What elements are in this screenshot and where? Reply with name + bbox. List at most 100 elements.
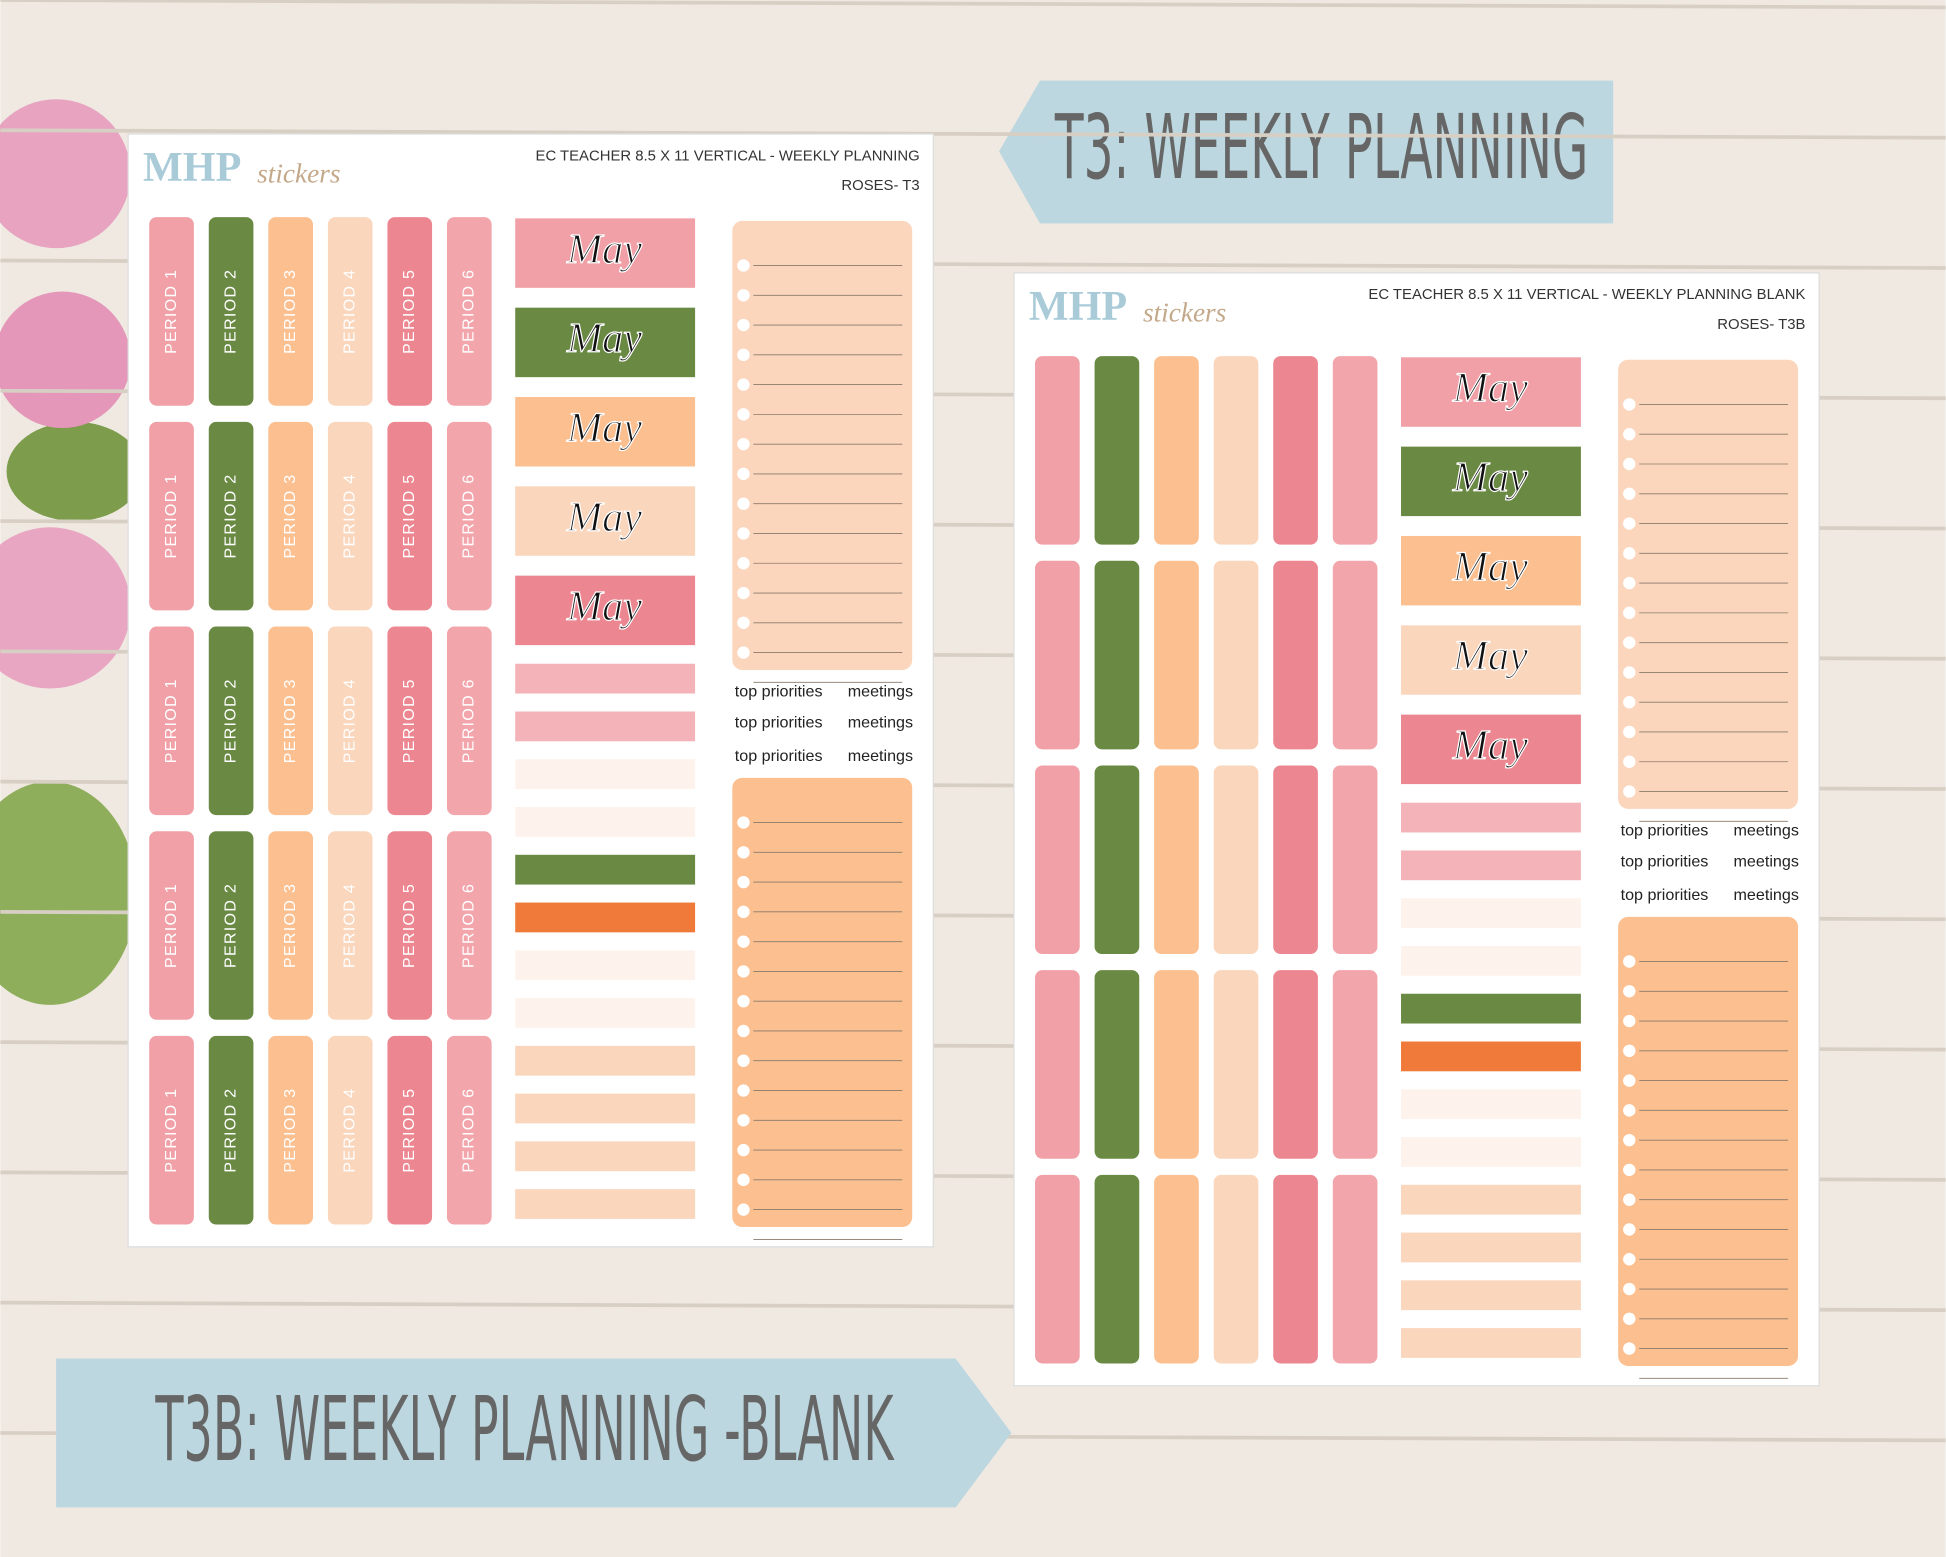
period-sticker <box>1035 356 1080 545</box>
period-sticker <box>446 421 492 611</box>
period-label: PERIOD 3 <box>281 678 299 763</box>
period-sticker <box>149 421 194 611</box>
washi-strip <box>515 950 696 981</box>
period-label: PERIOD 1 <box>162 883 180 968</box>
bullet <box>1623 1342 1636 1355</box>
period-label: PERIOD 4 <box>340 269 358 354</box>
period-sticker <box>1213 765 1259 955</box>
bullet <box>1623 1223 1636 1236</box>
month-sticker <box>1401 625 1581 695</box>
bullet <box>1623 457 1636 471</box>
priorities-label: top priorities <box>735 714 823 732</box>
period-label: PERIOD 5 <box>400 678 418 763</box>
period-sticker <box>208 217 254 406</box>
period-sticker <box>327 1035 373 1225</box>
period-sticker <box>1332 1174 1378 1364</box>
period-label: PERIOD 4 <box>340 883 358 968</box>
period-sticker <box>268 217 313 406</box>
notes-box <box>732 220 913 670</box>
washi-strip <box>1401 993 1581 1024</box>
period-sticker <box>208 421 254 611</box>
period-sticker <box>1273 765 1318 955</box>
period-label: PERIOD 2 <box>221 678 239 763</box>
bullet <box>1623 1014 1636 1028</box>
priorities-label: top priorities <box>1621 853 1709 871</box>
bullet <box>1623 1104 1636 1117</box>
washi-strip <box>1401 1232 1581 1263</box>
period-sticker <box>1094 1174 1140 1364</box>
period-label: PERIOD 6 <box>460 269 478 354</box>
washi-strip <box>1401 1089 1581 1120</box>
bullet <box>1623 1253 1636 1266</box>
period-sticker <box>268 421 313 611</box>
bullet <box>1623 815 1636 828</box>
bullet <box>1623 398 1636 411</box>
bullet <box>1623 1044 1636 1058</box>
washi-strip <box>1401 1280 1581 1311</box>
period-label: PERIOD 2 <box>221 883 239 968</box>
period-sticker <box>446 831 492 1020</box>
period-sticker <box>446 217 492 406</box>
washi-strip <box>515 807 696 837</box>
period-label: PERIOD 2 <box>221 474 239 559</box>
bullet <box>737 1054 750 1067</box>
period-label: PERIOD 6 <box>460 1088 478 1173</box>
bullet <box>737 1203 750 1216</box>
meetings-label: meetings <box>848 714 913 732</box>
period-label: PERIOD 3 <box>281 269 299 354</box>
period-label: PERIOD 4 <box>340 1088 358 1173</box>
bullet <box>737 846 750 859</box>
period-sticker <box>446 1035 492 1225</box>
bullet <box>737 527 750 540</box>
period-sticker <box>149 831 194 1020</box>
washi-strip <box>515 1093 696 1124</box>
bullet <box>737 289 750 302</box>
period-label: PERIOD 6 <box>460 883 478 968</box>
period-sticker <box>1273 970 1318 1159</box>
washi-strip <box>515 1141 696 1172</box>
bullet <box>1623 725 1636 739</box>
washi-strip <box>515 759 696 790</box>
period-sticker <box>208 1035 254 1225</box>
month-label: May <box>1452 543 1528 590</box>
washi-strip <box>1401 1328 1581 1358</box>
banner <box>999 80 1614 224</box>
month-sticker <box>515 307 696 378</box>
period-label: PERIOD 5 <box>400 269 418 354</box>
bullet <box>737 437 750 451</box>
month-sticker <box>1401 714 1581 785</box>
meetings-label: meetings <box>1734 886 1799 904</box>
bullet <box>737 497 750 510</box>
washi-strip <box>1401 898 1581 928</box>
notes-box <box>1618 359 1799 809</box>
period-sticker <box>387 421 433 611</box>
period-label: PERIOD 2 <box>221 1088 239 1173</box>
bullet <box>737 586 750 600</box>
washi-strip <box>1401 850 1581 881</box>
sheet-title: EC TEACHER 8.5 X 11 VERTICAL - WEEKLY PL… <box>536 148 920 164</box>
bullet <box>737 557 750 570</box>
logo-suffix: stickers <box>1143 297 1226 327</box>
bullet <box>1623 1163 1636 1177</box>
bullet <box>1623 785 1636 798</box>
month-sticker <box>1401 357 1581 427</box>
bullet <box>1623 428 1636 441</box>
period-label: PERIOD 1 <box>162 678 180 763</box>
period-sticker <box>446 626 492 816</box>
period-sticker <box>387 217 433 406</box>
sheet-code: ROSES- T3B <box>1717 317 1805 333</box>
bullet <box>1623 576 1636 590</box>
period-sticker <box>387 831 433 1020</box>
washi-strip <box>515 1045 696 1076</box>
period-sticker <box>149 1035 194 1225</box>
month-label: May <box>1452 454 1528 501</box>
washi-strip <box>1401 1041 1581 1072</box>
bullet <box>1623 1312 1636 1326</box>
period-sticker <box>1213 356 1259 545</box>
washi-strip <box>1401 802 1581 833</box>
logo-brand: MHP <box>143 144 241 191</box>
bullet <box>737 1233 750 1246</box>
priorities-label: top priorities <box>735 747 823 765</box>
period-label: PERIOD 1 <box>162 269 180 354</box>
period-sticker <box>208 831 254 1020</box>
